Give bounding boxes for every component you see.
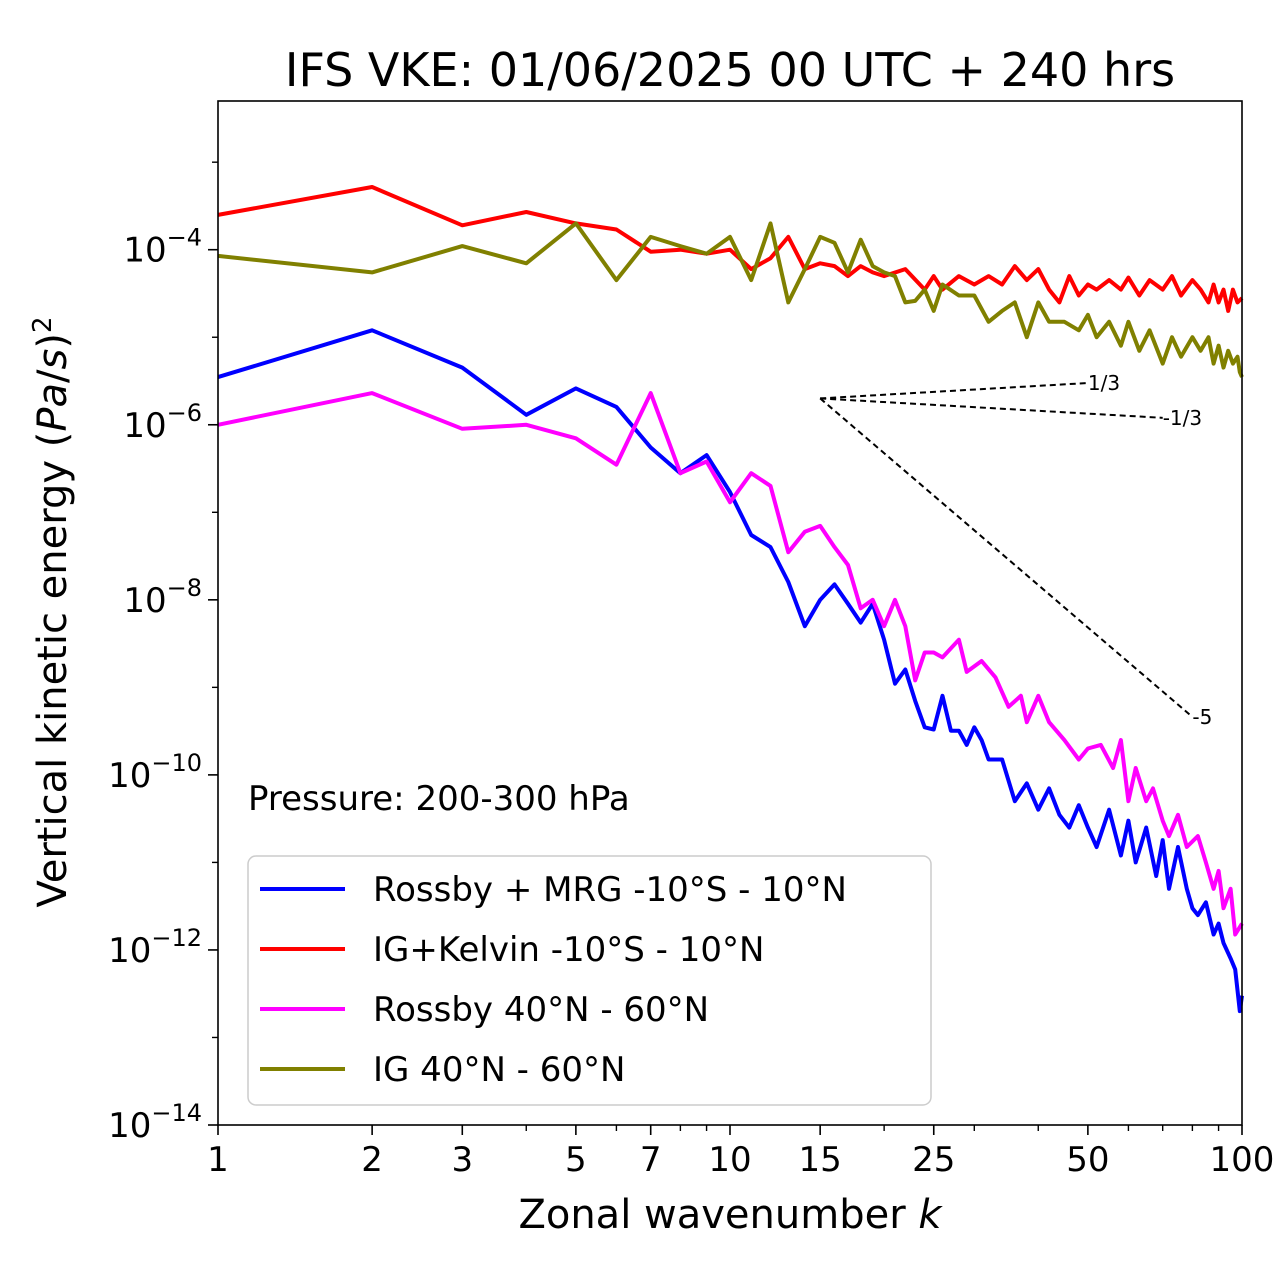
legend-label-2: IG+Kelvin -10°S - 10°N	[373, 930, 764, 970]
legend: Rossby + MRG -10°S - 10°N IG+Kelvin -10°S…	[247, 855, 932, 1106]
series-layer	[217, 185, 1244, 1014]
slope-line-1	[820, 382, 1088, 400]
y-axis-ticks: 10−14 10−12 10−10 10−8 10−6 10−4	[108, 161, 218, 1146]
series-line-4	[217, 221, 1244, 378]
series-line-2	[217, 185, 1244, 313]
y-tick-label: 10−12	[108, 924, 202, 971]
y-tick-label: 10−4	[123, 224, 202, 271]
x-tick-label: 5	[565, 1140, 587, 1180]
x-tick-label: 10	[708, 1140, 751, 1180]
series-line-3	[217, 391, 1244, 937]
x-tick-label: 7	[640, 1140, 662, 1180]
x-tick-label: 1	[207, 1140, 229, 1180]
legend-label-3: Rossby 40°N - 60°N	[373, 990, 709, 1030]
x-tick-label: 100	[1210, 1140, 1275, 1180]
slope-label-3: -5	[1192, 705, 1212, 729]
y-tick-label: 10−14	[108, 1099, 202, 1146]
y-tick-label: 10−8	[123, 574, 202, 621]
plot-area: 1/3 -1/3 -5	[217, 100, 1244, 1126]
x-tick-label: 50	[1066, 1140, 1109, 1180]
x-axis-ticks: 1 2 3 5 7 10 15 25 50 100	[207, 1125, 1274, 1180]
x-tick-label: 2	[361, 1140, 383, 1180]
y-axis-label: Vertical kinetic energy (Pa/s)2	[28, 316, 76, 907]
slope-line-2	[820, 397, 1163, 419]
x-tick-label: 3	[451, 1140, 473, 1180]
reference-slopes: 1/3 -1/3 -5	[819, 371, 1212, 729]
y-tick-label: 10−6	[123, 399, 202, 446]
pressure-annotation: Pressure: 200-300 hPa	[248, 779, 630, 819]
legend-frame	[247, 855, 932, 1106]
x-tick-label: 15	[799, 1140, 842, 1180]
slope-line-3	[819, 397, 1194, 718]
x-tick-label: 25	[912, 1140, 955, 1180]
chart-title: IFS VKE: 01/06/2025 00 UTC + 240 hrs	[285, 43, 1175, 97]
legend-label-4: IG 40°N - 60°N	[373, 1050, 625, 1090]
slope-label-2: -1/3	[1163, 406, 1202, 430]
series-line-1	[217, 328, 1244, 1014]
x-axis-label: Zonal wavenumber k	[518, 1192, 943, 1238]
y-tick-label: 10−10	[108, 749, 202, 796]
slope-label-1: 1/3	[1088, 371, 1120, 395]
legend-label-1: Rossby + MRG -10°S - 10°N	[373, 870, 847, 910]
